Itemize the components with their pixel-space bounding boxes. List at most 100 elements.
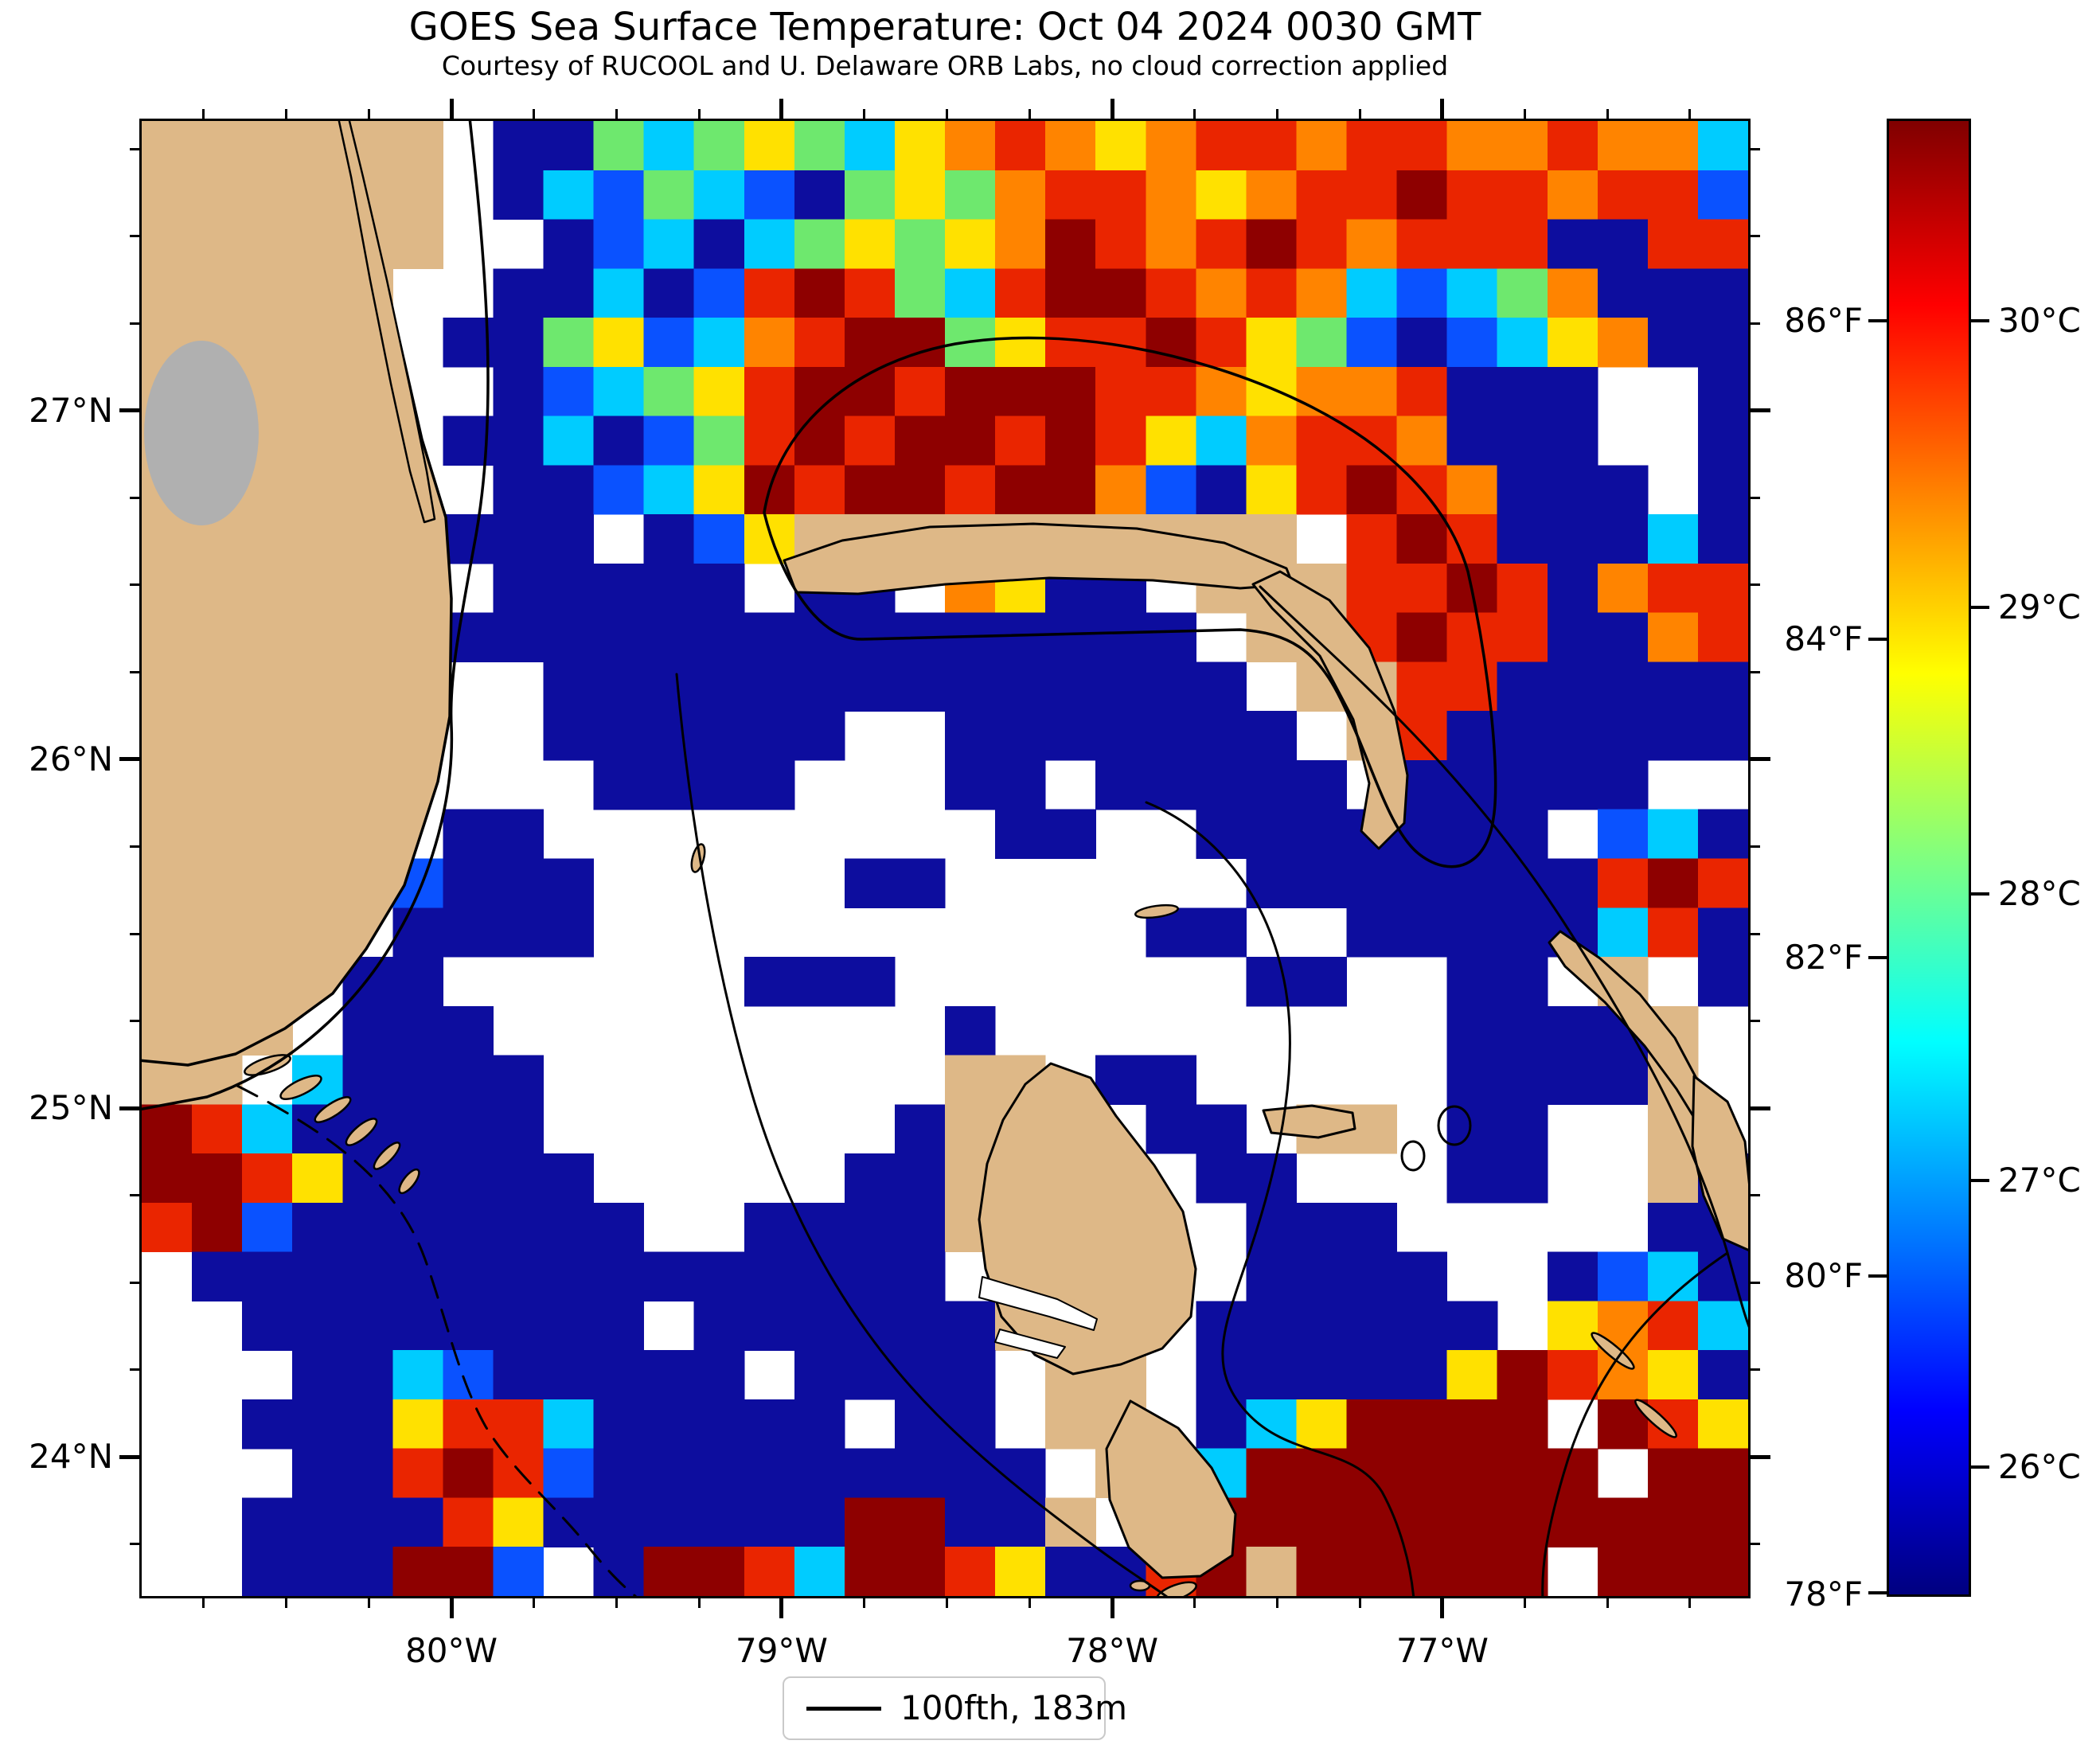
sst-cell — [1497, 1055, 1548, 1105]
sst-cell — [1296, 366, 1348, 417]
sst-cell — [443, 514, 494, 564]
sst-cell — [1296, 318, 1348, 368]
lon-minor-tick — [533, 1596, 536, 1608]
sst-cell — [844, 858, 896, 908]
sst-cell — [493, 268, 545, 318]
sst-cell — [292, 1202, 343, 1253]
sst-cell — [1346, 1350, 1398, 1400]
sst-cell — [945, 759, 996, 810]
sst-cell — [1597, 711, 1649, 761]
colorbar-c-label: 29°C — [1998, 587, 2081, 626]
sst-cell — [894, 1448, 946, 1499]
sst-cell — [392, 1350, 443, 1400]
sst-cell — [493, 563, 545, 614]
sst-cell — [1547, 1005, 1598, 1056]
sst-cell — [1697, 219, 1748, 269]
sst-cell — [1196, 366, 1247, 417]
sst-cell — [894, 1301, 946, 1351]
sst-cell — [894, 1202, 946, 1253]
sst-cell — [1547, 661, 1598, 712]
sst-cell — [593, 1202, 645, 1253]
sst-cell — [1196, 1153, 1247, 1204]
sst-cell — [643, 366, 695, 417]
sst-cell — [1597, 1055, 1649, 1105]
lat-tick-label: 27°N — [29, 390, 113, 430]
lon-minor-tick-top — [863, 109, 866, 121]
sst-cell — [1497, 318, 1548, 368]
sst-cell — [744, 268, 795, 318]
sst-cell — [443, 1301, 494, 1351]
sst-cell — [142, 1104, 193, 1154]
sst-cell — [1196, 711, 1247, 761]
page-title: GOES Sea Surface Temperature: Oct 04 202… — [408, 5, 1481, 49]
sst-cell — [493, 1202, 545, 1253]
sst-cell — [1196, 416, 1247, 466]
sst-cell — [693, 416, 745, 466]
sst-cell — [593, 1251, 645, 1301]
sst-cell — [1597, 465, 1649, 515]
sst-cell — [493, 1350, 545, 1400]
sst-cell — [292, 1350, 343, 1400]
sst-cell — [1647, 219, 1699, 269]
sst-cell — [1647, 1350, 1699, 1400]
sst-cell — [593, 1350, 645, 1400]
sst-cell — [844, 465, 896, 515]
sst-cell — [1396, 416, 1448, 466]
sst-cell — [1296, 121, 1348, 171]
sst-cell — [995, 809, 1046, 860]
sst-cell — [1246, 957, 1298, 1007]
sst-cell — [443, 1055, 494, 1105]
sst-cell — [1597, 612, 1649, 663]
sst-cell — [1597, 268, 1649, 318]
colorbar-f-tick — [1868, 955, 1889, 959]
colorbar-c-label: 28°C — [1998, 874, 2081, 914]
sst-cell — [693, 759, 745, 810]
lake-okeechobee — [144, 341, 259, 525]
sst-cell — [1647, 809, 1699, 860]
sst-cell — [1045, 711, 1096, 761]
sst-cell — [1446, 711, 1498, 761]
legend-line-swatch — [806, 1706, 881, 1711]
sst-cell — [1196, 661, 1247, 712]
sst-cell — [1647, 711, 1699, 761]
lon-minor-tick-top — [1275, 109, 1278, 121]
sst-cell — [693, 170, 745, 220]
sst-cell — [1497, 563, 1548, 614]
sst-cell — [744, 1448, 795, 1499]
sst-cell — [1547, 759, 1598, 810]
sst-cell — [1697, 366, 1748, 417]
sst-cell — [392, 907, 443, 958]
exuma-cays — [1591, 1332, 1677, 1438]
sst-cell — [844, 1153, 896, 1204]
sst-cell — [844, 957, 896, 1007]
lon-major-tick — [449, 1596, 454, 1618]
sst-cell — [593, 661, 645, 712]
sst-cell — [493, 907, 545, 958]
sst-cell — [1547, 465, 1598, 515]
sst-cell — [1045, 1547, 1096, 1596]
lon-minor-tick — [1358, 1596, 1361, 1608]
sst-cell — [1246, 416, 1298, 466]
sst-cell — [1497, 465, 1548, 515]
lat-minor-tick — [130, 1543, 142, 1546]
sst-cell — [1547, 366, 1598, 417]
sst-cell — [392, 1448, 443, 1499]
sst-cell — [1346, 121, 1398, 171]
sst-cell — [794, 465, 845, 515]
sst-cell — [744, 1301, 795, 1351]
colorbar-f-label: 82°F — [1784, 937, 1863, 977]
sst-cell — [643, 465, 695, 515]
sst-cell — [443, 1547, 494, 1596]
sst-cell — [844, 170, 896, 220]
sst-cell — [1095, 612, 1146, 663]
sst-cell — [392, 170, 443, 220]
sst-cell — [643, 268, 695, 318]
sst-cell — [593, 612, 645, 663]
sst-cell — [593, 759, 645, 810]
sst-cell — [1246, 170, 1298, 220]
sst-cell — [593, 318, 645, 368]
sst-cell — [1547, 1448, 1598, 1499]
sst-cell — [443, 907, 494, 958]
sst-cell — [1095, 465, 1146, 515]
sst-cell — [744, 318, 795, 368]
